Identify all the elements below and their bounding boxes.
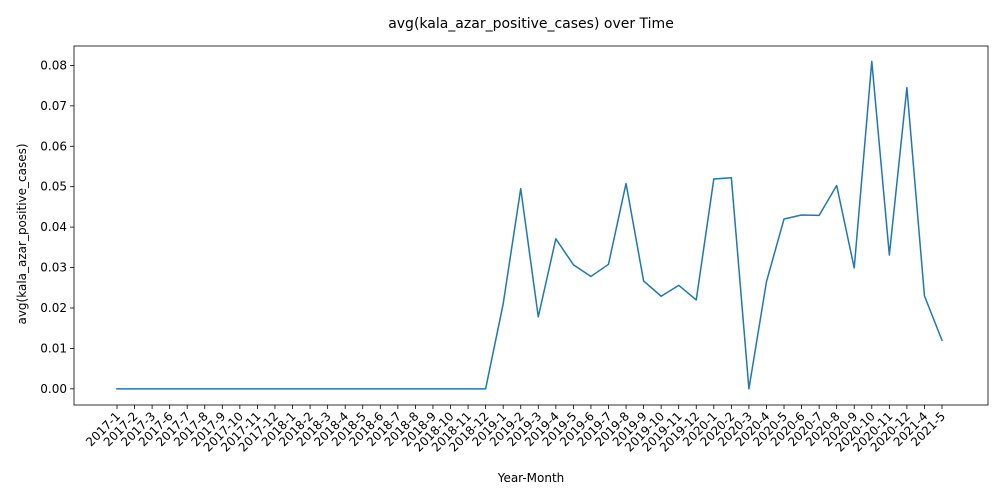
series-line [116,60,943,390]
y-tick-label: 0.07 [40,99,67,113]
y-tick-label: 0.00 [40,382,67,396]
y-tick-label: 0.05 [40,180,67,194]
y-tick-label: 0.02 [40,301,67,315]
chart-title: avg(kala_azar_positive_cases) over Time [388,16,674,32]
y-axis-label: avg(kala_azar_positive_cases) [15,143,29,324]
axes-frame [73,45,989,406]
y-tick-label: 0.06 [40,139,67,153]
x-axis-label: Year-Month [497,471,565,485]
y-tick-label: 0.04 [40,220,67,234]
y-tick-label: 0.08 [40,58,67,72]
y-tick-label: 0.03 [40,261,67,275]
y-tick-label: 0.01 [40,341,67,355]
